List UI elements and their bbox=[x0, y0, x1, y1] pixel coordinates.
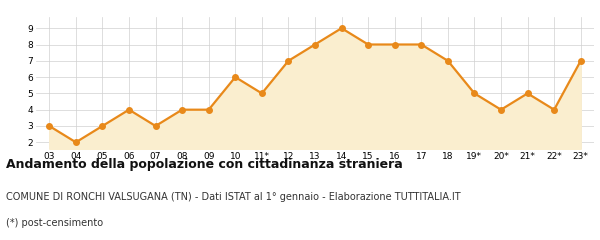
Text: Andamento della popolazione con cittadinanza straniera: Andamento della popolazione con cittadin… bbox=[6, 158, 403, 171]
Text: (*) post-censimento: (*) post-censimento bbox=[6, 218, 103, 228]
Text: COMUNE DI RONCHI VALSUGANA (TN) - Dati ISTAT al 1° gennaio - Elaborazione TUTTIT: COMUNE DI RONCHI VALSUGANA (TN) - Dati I… bbox=[6, 192, 461, 202]
